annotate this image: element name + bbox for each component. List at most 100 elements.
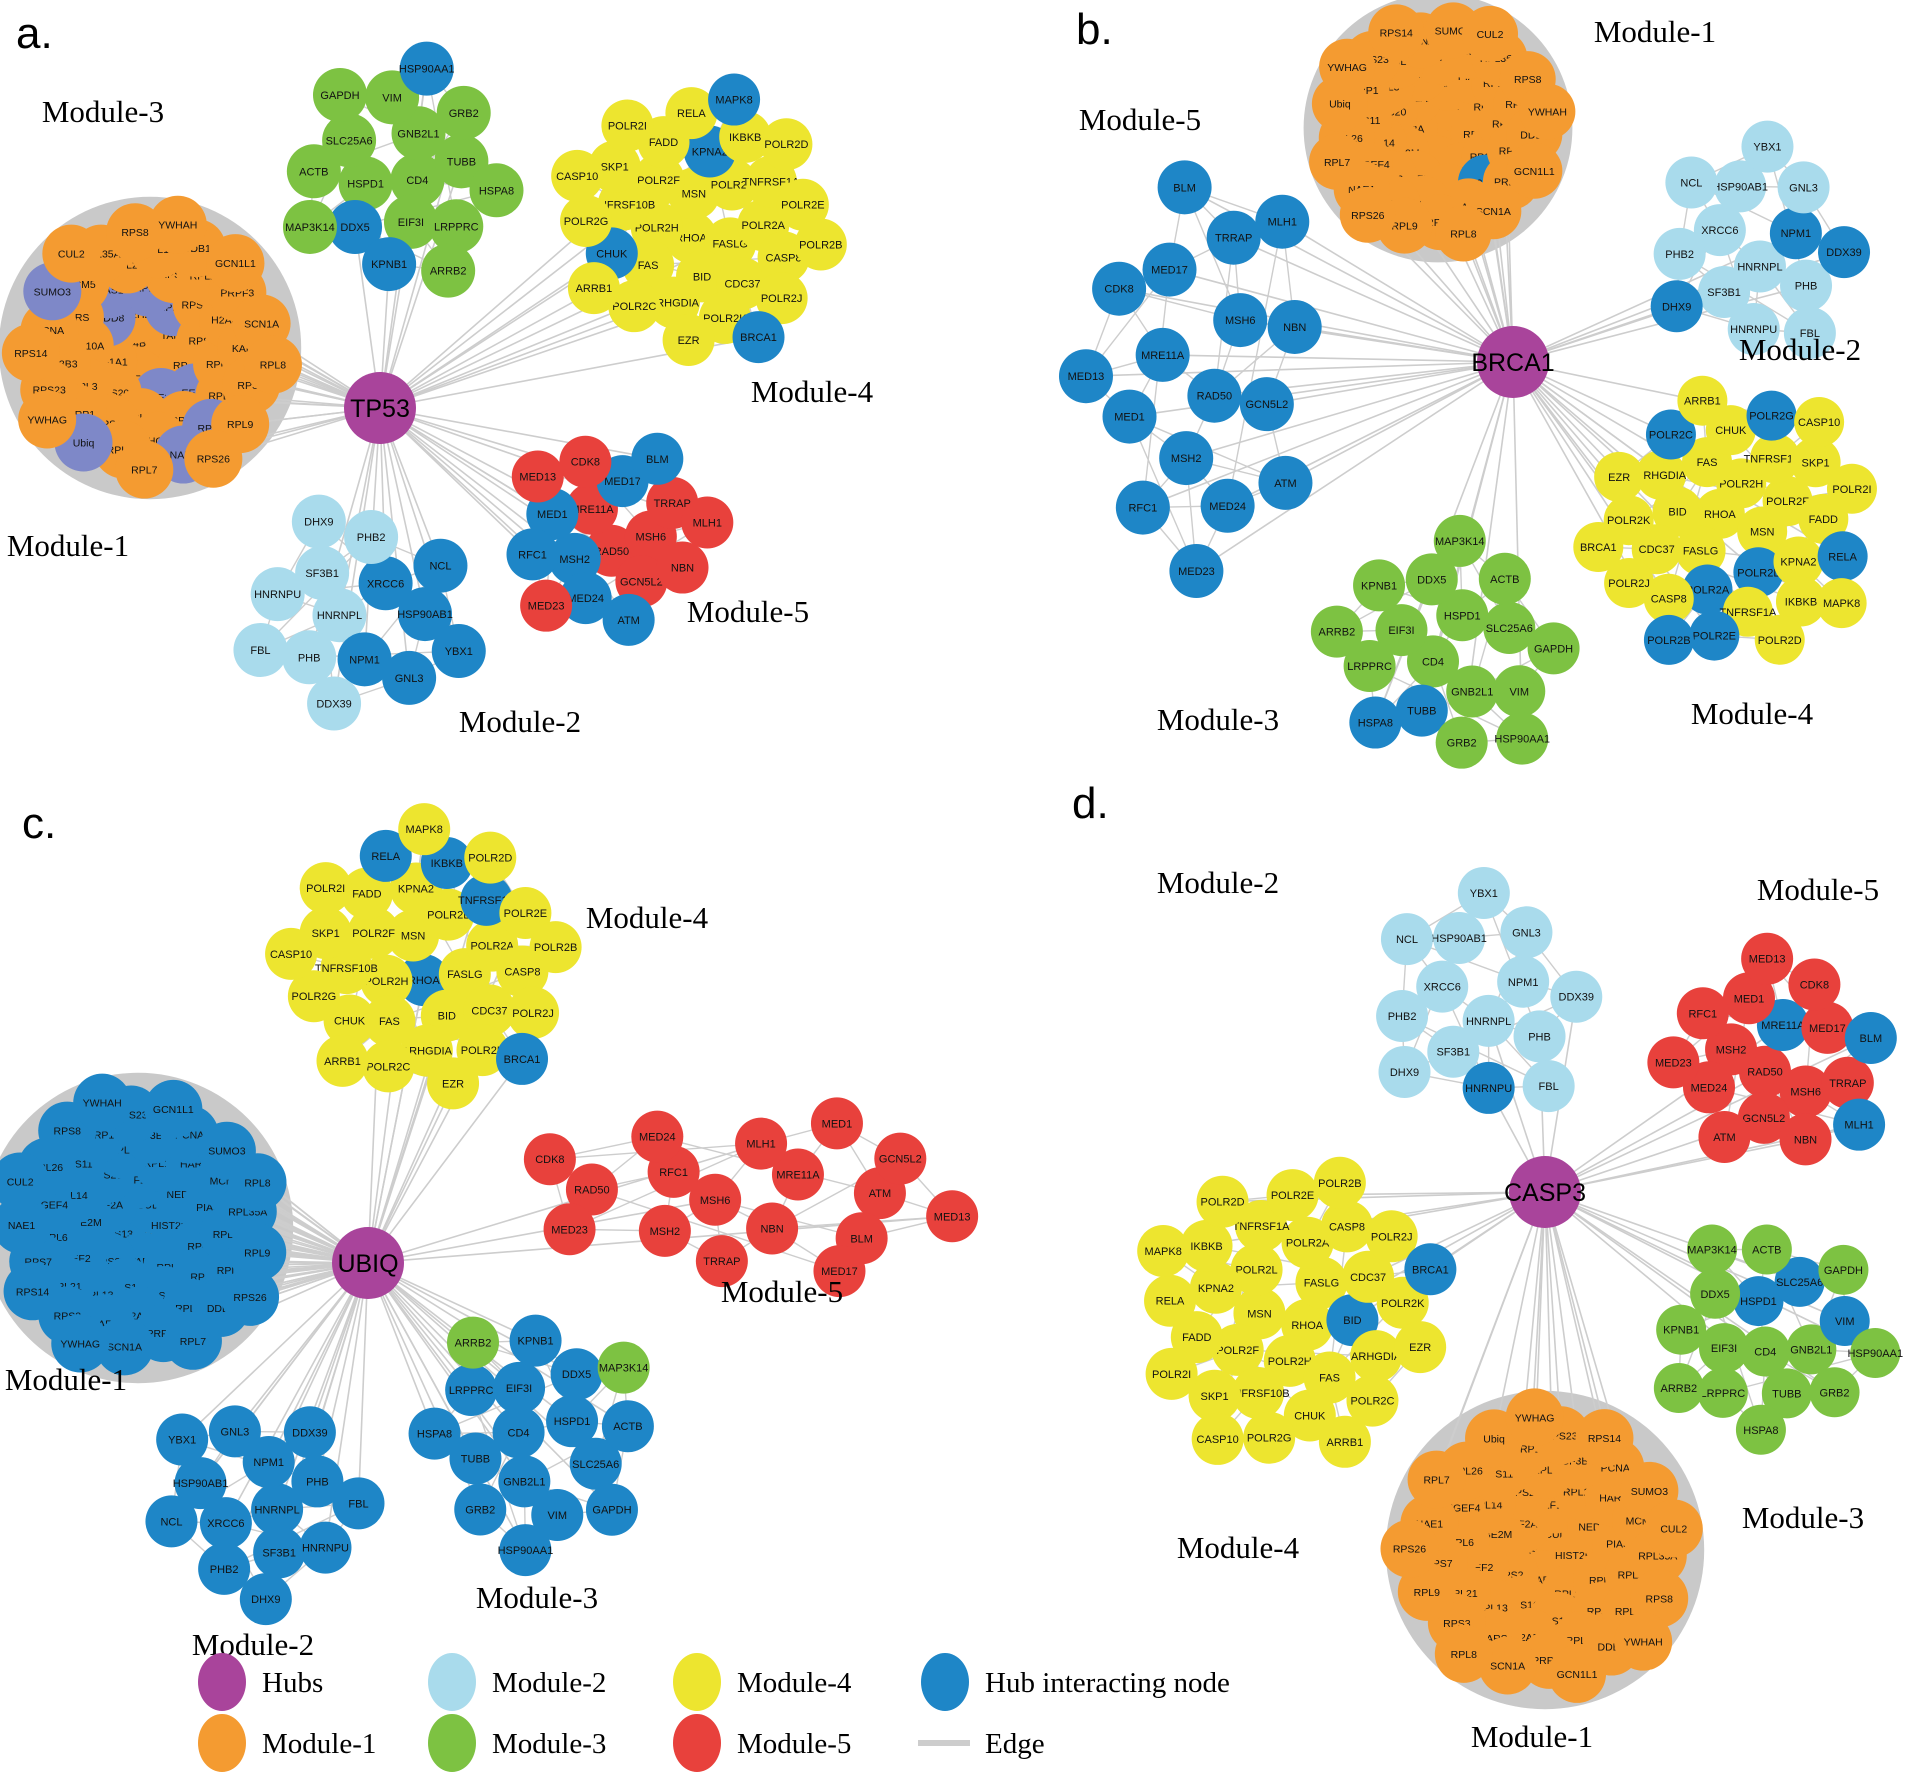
gene-label: MED17 [604,476,641,488]
gene-label: ATM [869,1188,891,1200]
gene-label: CDC37 [724,279,760,291]
gene-label: RPS26 [1351,210,1384,222]
gene-label: GNL3 [221,1426,250,1438]
gene-node [585,1483,638,1536]
gene-node [0,1152,50,1211]
gene-label: NBN [1794,1134,1817,1146]
gene-node [602,593,655,646]
gene-label: TUBB [1772,1388,1801,1400]
gene-node [1722,972,1775,1025]
gene-label: POLR2I [1832,484,1871,496]
gene-node [1527,622,1580,675]
gene-label: POLR2K [703,313,747,325]
gene-node [506,528,559,581]
gene-node [1206,210,1261,265]
gene-label: FBL [348,1498,368,1510]
gene-node [1213,293,1268,348]
gene-node [746,1202,799,1255]
gene-node [608,280,661,333]
gene-label: POLR2D [468,853,512,865]
gene-label: POLR2C [612,301,656,313]
legend-label: Module-3 [492,1728,606,1760]
gene-label: YBX1 [168,1435,196,1447]
gene-node [1187,368,1242,423]
gene-label: YWHAG [1515,1412,1555,1424]
hub-edge [379,407,658,460]
gene-node [1677,375,1728,426]
gene-label: CD4 [1754,1347,1776,1359]
gene-node [1211,1323,1264,1376]
gene-node [1435,716,1488,769]
gene-node [1200,478,1255,533]
gene-label: DDX39 [292,1427,327,1439]
gene-node [456,1024,509,1077]
gene-node [1319,38,1376,95]
gene-label: HNRNPL [317,610,362,622]
gene-node [1645,409,1696,460]
gene-label: YWHAG [1327,62,1367,74]
gene-node [1496,712,1549,765]
module-label: Module-2 [459,704,581,739]
gene-node [813,1245,866,1298]
gene-label: POLR2F [352,928,395,940]
hub-edge [1162,354,1514,363]
gene-label: SCN1A [107,1341,142,1353]
gene-label: GNL3 [395,673,424,685]
gene-node [1170,1311,1223,1364]
gene-node [1733,547,1784,598]
gene-label: RPS26 [1393,1544,1426,1556]
gene-label: TNFRSF1A [1233,1221,1291,1233]
legend-label: Module-4 [737,1667,852,1699]
gene-node [496,1032,549,1085]
gene-label: IKBKB [1190,1241,1222,1253]
gene-node [1478,1636,1537,1695]
gene-node [1092,261,1147,316]
gene-label: MED13 [934,1211,971,1223]
gene-node [1790,437,1841,488]
gene-node [106,203,165,262]
gene-label: HSPD1 [1740,1296,1777,1308]
gene-node [427,1057,480,1110]
gene-label: MED23 [551,1224,588,1236]
gene-label: HSPA8 [1358,718,1393,730]
gene-label: RAD50 [1197,391,1232,403]
gene-label: MSH6 [700,1195,731,1207]
gene-label: RPS8 [121,227,149,239]
gene-node [233,622,288,677]
gene-label: MLH1 [1268,217,1297,229]
gene-label: MSH6 [636,532,667,544]
gene-node [413,538,468,593]
gene-node [1780,259,1833,312]
gene-label: POLR2L [711,179,753,191]
gene-label: DDX5 [1700,1289,1729,1301]
gene-node [1478,552,1531,605]
gene-node [1321,1200,1374,1253]
module-label: Module-5 [721,1274,843,1309]
gene-label: HSP90AB1 [1712,181,1768,193]
gene-label: RELA [371,851,400,863]
gene-label: DDX5 [340,222,369,234]
gene-node [1575,1409,1634,1468]
gene-node [1230,1243,1283,1296]
gene-node [1380,913,1433,966]
gene-node [1676,987,1729,1040]
gene-label: TNFRSF10B [1227,1388,1290,1400]
gene-node [463,984,516,1037]
gene-label: HSPA8 [1743,1425,1778,1437]
gene-node [156,1413,209,1466]
gene-label: POLR2B [799,239,842,251]
gene-node [312,588,367,643]
gene-node [810,1097,863,1150]
panel-letter: d. [1072,779,1109,828]
module-label: Module-1 [5,1362,127,1397]
gene-node [771,1148,824,1201]
gene-label: DDX39 [316,699,351,711]
gene-label: SF3B1 [1436,1047,1470,1059]
gene-node [295,545,350,600]
gene-label: SCN1A [1490,1660,1525,1672]
gene-node [1353,559,1406,612]
gene-label: POLR2F [1766,496,1809,508]
gene-node [1850,1327,1901,1378]
edge [1226,221,1283,506]
